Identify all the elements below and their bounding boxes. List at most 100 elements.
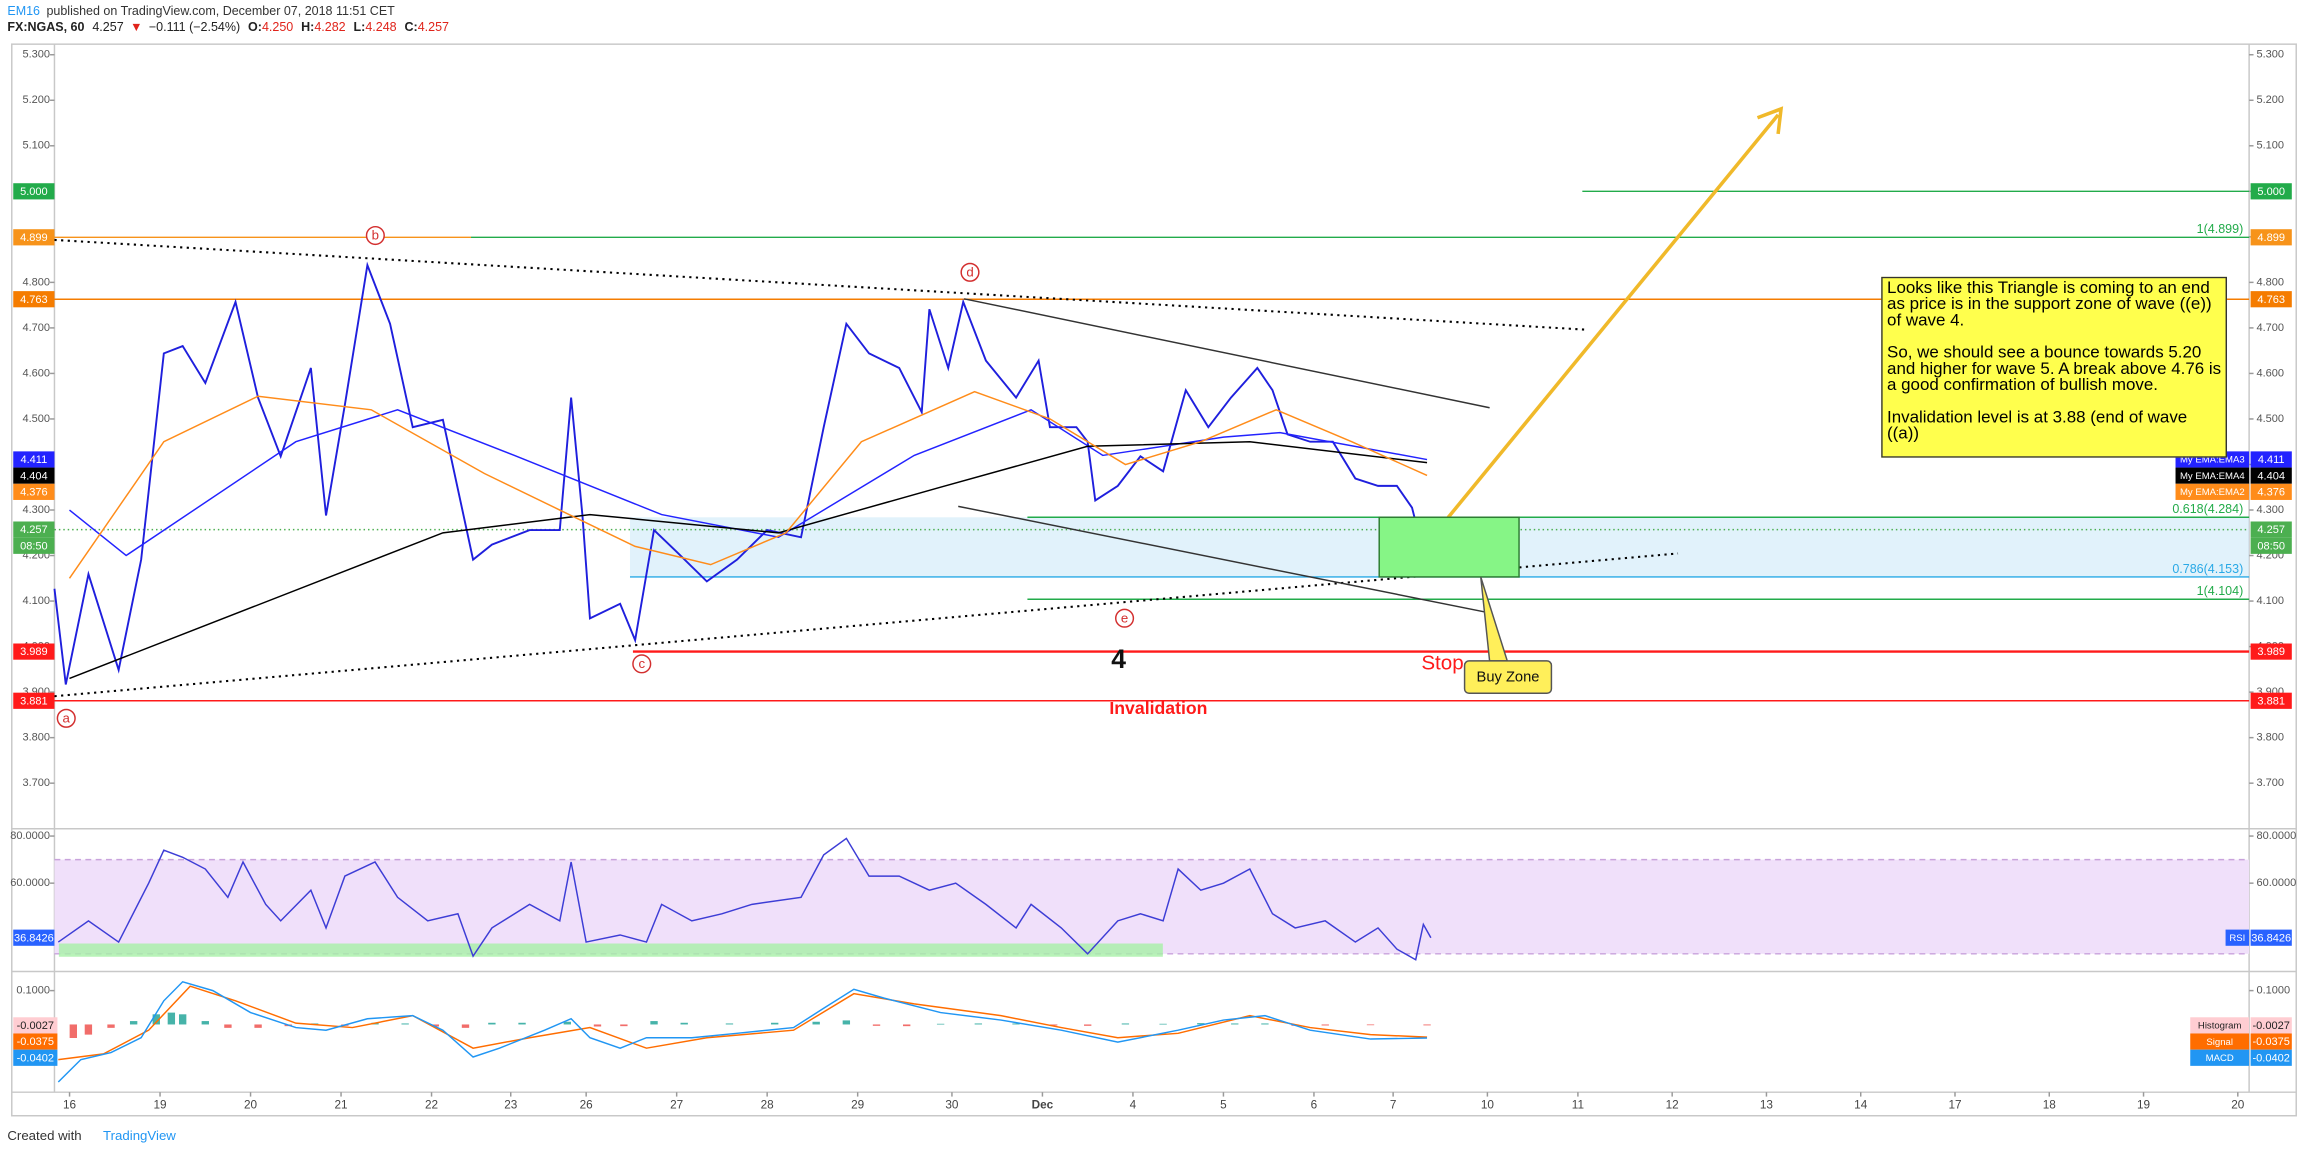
level-tag-box [2250,291,2292,308]
ema-tag: 4.411 [2258,454,2285,466]
y-tick-label: 4.600 [2256,367,2284,379]
rsi-tag-box [2250,929,2292,946]
countdown-tag: 08:50 [2257,540,2285,552]
macd-tag-box [2250,1017,2292,1034]
published: published on TradingView.com, December 0… [46,4,395,18]
countdown-tag: 08:50 [20,540,48,552]
histogram-bar [771,1022,779,1025]
note-paragraph: Looks like this Triangle is coming to an… [1887,279,2212,330]
level-tag: 5.000 [2257,186,2285,198]
x-tick-label: 30 [945,1099,959,1112]
y-tick-label: 5.100 [22,140,50,152]
ohlc-key: O: [248,20,262,34]
y-tick-label: 0.1000 [16,985,50,997]
x-tick-label: 17 [1948,1099,1961,1112]
callout-label: Buy Zone [1477,670,1540,686]
histogram-bar [167,1012,176,1025]
y-tick-label: 80.0000 [10,830,50,842]
histogram-bar [680,1022,688,1025]
y-tick-label: 4.300 [2256,504,2284,516]
level-tag: 4.899 [20,232,48,244]
histogram-bar [1197,1023,1205,1025]
ema-tag: 4.376 [2257,486,2285,498]
ema-tag-box [2250,467,2292,484]
x-tick-label: 5 [1220,1099,1227,1112]
x-tick-label: 13 [1760,1099,1774,1112]
wave-marker [365,225,385,246]
wedge-lower-line [958,505,1487,614]
y-tick-label: 5.300 [22,49,50,61]
level-tag: 3.989 [20,646,48,658]
x-tick-label: 4 [1130,1099,1137,1112]
y-tick-label: 4.800 [22,276,50,288]
histogram-bar [650,1021,658,1025]
x-tick-label: 28 [761,1099,775,1112]
level-tag-box [2250,183,2292,200]
histogram-bar [401,1023,409,1025]
histogram-bar [178,1014,187,1025]
histogram-bar [872,1024,881,1026]
y-tick-label: 80.0000 [2256,830,2296,842]
ohlc-value: 4.248 [365,20,396,34]
histogram-bar [518,1022,526,1025]
y-tick-label: 4.300 [22,504,50,516]
macd-name-box [2190,1017,2250,1034]
histogram-bar [1121,1023,1130,1025]
ema-tag: 4.411 [20,454,47,466]
wave-label: a [63,711,71,726]
y-tick-label: 4.800 [2256,276,2284,288]
y-tick-label: 3.700 [2256,777,2284,789]
frame [11,43,2297,1117]
series-line [53,261,1428,685]
x-tick-label: 26 [580,1099,594,1112]
histogram-bar [563,1021,571,1025]
x-tick-label: 23 [504,1099,518,1112]
y-tick-label: 4.500 [22,413,50,425]
histogram-bar [69,1024,77,1039]
y-tick-label: 60.0000 [10,877,50,889]
histogram-bar [620,1024,628,1027]
level-tag: 3.881 [20,695,48,707]
note: Looks like this Triangle is coming to an… [1881,276,2228,458]
histogram-bar [1321,1024,1329,1026]
rsi-band [54,859,2250,954]
ema-tag-box [13,467,55,484]
level-tag: 4.763 [2257,294,2285,306]
macd-name-box [2190,1049,2250,1066]
histogram-bar [1012,1023,1020,1025]
ema-tag-box [13,451,55,468]
y-tick-label: 4.100 [2256,595,2284,607]
symbol: FX:NGAS, 60 [7,20,84,34]
wave-marker [56,708,76,728]
author[interactable]: EM16 [7,4,40,18]
x-tick-label: 27 [670,1099,683,1112]
ema-name: My EMA:EMA3 [2180,455,2245,466]
level-tag-box [13,291,55,308]
countdown-tag-box [13,537,55,554]
wedge-upper-line [963,298,1490,409]
fib-label: 1(4.899) [2197,222,2244,236]
histogram-bar [431,1024,440,1027]
x-tick-label: 18 [2043,1099,2057,1112]
x-tick-label: 16 [63,1099,77,1112]
histogram-bar [201,1021,209,1025]
histogram-bar [842,1020,851,1025]
histogram-bar [1159,1023,1167,1025]
fib-label: 0.786(4.153) [2172,562,2243,576]
level-tag-box [2250,692,2292,709]
projection-arrow [1429,113,1780,540]
footer-brand[interactable]: TradingView [103,1128,176,1143]
macd-tag: -0.0027 [17,1020,54,1032]
y-tick-label: 3.700 [22,777,50,789]
invalidation-label: Invalidation [1109,698,1207,718]
fib-label: 0.618(4.284) [2172,502,2243,516]
price-tag: 4.257 [2257,524,2285,536]
ohlc-value: 4.250 [262,20,293,34]
note-paragraph: Invalidation level is at 3.88 (end of wa… [1887,409,2188,444]
ema-tag: 4.404 [20,470,48,482]
ohlc-value: 4.282 [314,20,345,34]
histogram-bar [152,1014,160,1025]
y-tick-label: 3.800 [2256,732,2284,744]
wave-marker [960,262,980,282]
